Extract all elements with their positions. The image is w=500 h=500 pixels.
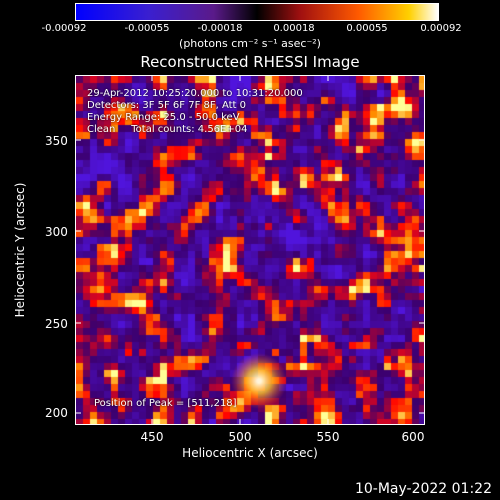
image-title: Reconstructed RHESSI Image — [140, 53, 360, 71]
time-range-label: 29-Apr-2012 10:25:20.000 to 10:31:20.000 — [87, 88, 303, 99]
y-tick-label: 300 — [45, 225, 68, 239]
colorbar — [75, 3, 439, 21]
clean-counts-label: Clean Total counts: 4.56E+04 — [87, 124, 248, 135]
rhessi-image — [76, 76, 424, 424]
x-axis-label: Heliocentric X (arcsec) — [182, 446, 318, 460]
energy-range-label: Energy Range: 25.0 - 50.0 keV — [87, 112, 240, 123]
detectors-label: Detectors: 3F 5F 6F 7F 8F, Att 0 — [87, 100, 247, 111]
rhessi-image-plot: 29-Apr-2012 10:25:20.000 to 10:31:20.000… — [75, 75, 425, 425]
colorbar-tick: 0.00018 — [273, 23, 315, 34]
colorbar-tick: -0.00055 — [124, 23, 170, 34]
x-tick-label: 550 — [316, 430, 340, 444]
colorbar-tick: -0.00018 — [197, 23, 243, 34]
colorbar-units: (photons cm⁻² s⁻¹ asec⁻²) — [179, 37, 321, 50]
colorbar-tick: -0.00092 — [41, 23, 87, 34]
y-axis-label: Heliocentric Y (arcsec) — [13, 182, 27, 318]
y-tick-label: 350 — [45, 134, 68, 148]
y-tick-label: 200 — [45, 406, 68, 420]
plot-timestamp: 10-May-2022 01:22 — [354, 481, 492, 497]
x-tick-label: 450 — [140, 430, 164, 444]
y-tick-label: 250 — [45, 317, 68, 331]
x-tick-label: 500 — [228, 430, 252, 444]
peak-position-label: Position of Peak = [511,218] — [94, 398, 237, 409]
colorbar-tick: 0.00092 — [420, 23, 462, 34]
colorbar-tick: 0.00055 — [346, 23, 388, 34]
x-tick-label: 600 — [401, 430, 425, 444]
